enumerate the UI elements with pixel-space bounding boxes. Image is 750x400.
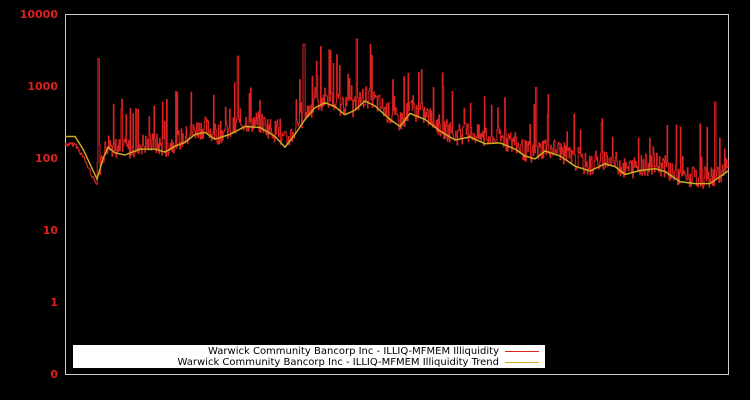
y-tick-label: 1000 [27,80,58,93]
y-tick-label: 0 [50,368,58,381]
plot-frame [65,14,729,375]
legend-swatch-gold [505,362,539,363]
y-tick-label: 100 [35,152,58,165]
legend-label: Warwick Community Bancorp Inc - ILLIQ-MF… [177,357,500,368]
y-tick-label: 10000 [19,8,58,21]
illiquidity-trend-series [65,100,729,185]
y-tick-label: 10 [42,224,58,237]
legend-item-trend: Warwick Community Bancorp Inc - ILLIQ-MF… [177,357,539,368]
y-tick-label: 1 [50,296,58,309]
legend: Warwick Community Bancorp Inc - ILLIQ-MF… [73,345,545,368]
illiquidity-series [64,38,729,189]
legend-item-illiquidity: Warwick Community Bancorp Inc - ILLIQ-MF… [208,346,539,357]
legend-swatch-red [505,351,539,352]
legend-label: Warwick Community Bancorp Inc - ILLIQ-MF… [208,346,499,357]
